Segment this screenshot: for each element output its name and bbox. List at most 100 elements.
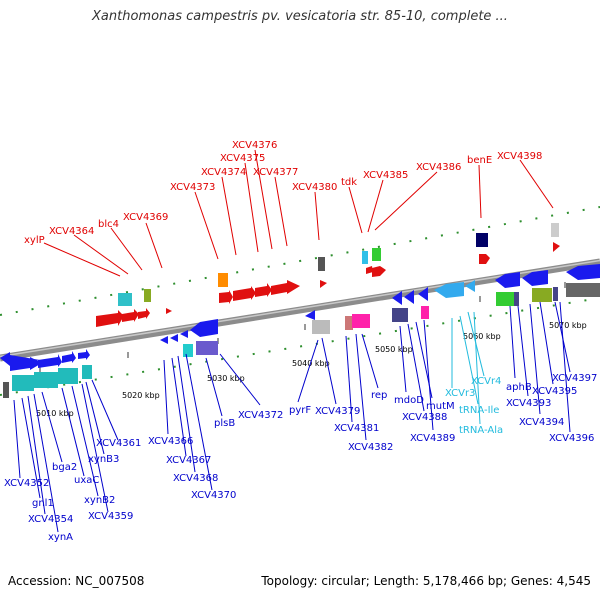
gene-label-blc4[interactable]: blc4 (98, 219, 119, 230)
gene-pyrF[interactable] (312, 320, 330, 334)
gene-label-XCVr3[interactable]: XCVr3 (445, 388, 475, 399)
gene-label-XCV4375[interactable]: XCV4375 (220, 153, 265, 164)
gene-label-tRNA-Ile[interactable]: tRNA-Ile (459, 405, 499, 416)
gene-label-XCV4370[interactable]: XCV4370 (191, 490, 236, 501)
gene-XCV4381[interactable] (345, 316, 353, 330)
gene-XCV4374[interactable] (233, 286, 256, 301)
gene-cyan-band-2[interactable] (34, 372, 58, 388)
gene-XCV4376[interactable] (271, 280, 300, 295)
gene-label-uxaC[interactable]: uxaC (74, 475, 99, 486)
gene-mdoD[interactable] (404, 290, 414, 304)
gene-orange-box[interactable] (218, 273, 228, 287)
gene-label-XCV4352[interactable]: XCV4352 (4, 478, 49, 489)
gene-label-tRNA-Ala[interactable]: tRNA-Ala (459, 425, 503, 436)
gene-XCV4368[interactable] (180, 330, 188, 338)
gene-label-XCV4386[interactable]: XCV4386 (416, 162, 461, 173)
gene-aphB[interactable] (495, 272, 520, 288)
gene-bga2[interactable] (62, 351, 76, 363)
gene-xynA[interactable] (38, 354, 62, 368)
gene-lightgray-box[interactable] (551, 223, 559, 237)
gene-teal-box[interactable] (183, 344, 193, 357)
gene-label-pyrF[interactable]: pyrF (289, 405, 311, 416)
gene-label-XCV4361[interactable]: XCV4361 (96, 438, 141, 449)
gene-mutM[interactable] (392, 308, 408, 322)
gene-label-tdk[interactable]: tdk (341, 177, 357, 188)
gene-label-XCV4382[interactable]: XCV4382 (348, 442, 393, 453)
gene-olive-large[interactable] (532, 288, 552, 302)
gene-label-XCV4397[interactable]: XCV4397 (552, 373, 597, 384)
gene-XCV4396[interactable] (566, 264, 600, 280)
gene-label-bga2[interactable]: bga2 (52, 462, 77, 473)
gene-label-aphB[interactable]: aphB (506, 382, 532, 393)
gene-cyan-band-3[interactable] (58, 368, 78, 384)
gene-label-XCV4389[interactable]: XCV4389 (410, 433, 455, 444)
gene-XCVr3[interactable] (434, 282, 464, 298)
gene-XCV4388[interactable] (418, 287, 428, 301)
gene-XCVr4[interactable] (465, 280, 475, 292)
gene-label-XCV4385[interactable]: XCV4385 (363, 170, 408, 181)
gene-dark-large[interactable] (566, 283, 600, 297)
gene-XCV4364[interactable] (122, 309, 139, 322)
gene-tdk[interactable] (366, 266, 373, 274)
gene-rep[interactable] (392, 291, 402, 305)
gene-label-XCV4354[interactable]: XCV4354 (28, 514, 73, 525)
gene-label-XCV4367[interactable]: XCV4367 (166, 455, 211, 466)
gene-XCV4395[interactable] (522, 270, 548, 286)
gene-label-XCV4374[interactable]: XCV4374 (201, 167, 246, 178)
gene-label-XCVr4[interactable]: XCVr4 (471, 376, 501, 387)
gene-label-xynB3[interactable]: xynB3 (88, 454, 119, 465)
gene-XCV4393[interactable] (496, 292, 514, 306)
gene-label-XCV4393[interactable]: XCV4393 (506, 398, 551, 409)
gene-label-XCV4377[interactable]: XCV4377 (253, 167, 298, 178)
gene-plsB[interactable] (196, 341, 218, 355)
gene-cyan-band-1[interactable] (12, 375, 34, 391)
gene-label-rep[interactable]: rep (371, 390, 387, 401)
gene-label-XCV4369[interactable]: XCV4369 (123, 212, 168, 223)
gene-XCV4382[interactable] (352, 314, 370, 328)
gene-gnl1[interactable] (10, 357, 42, 371)
gene-green-small[interactable] (372, 248, 381, 261)
gene-cyan-small[interactable] (362, 251, 368, 264)
gene-label-xynA[interactable]: xynA (48, 532, 73, 543)
gene-XCV4352[interactable] (0, 352, 40, 366)
gene-XCV4370[interactable] (190, 319, 218, 337)
gene-XCV4389[interactable] (421, 306, 429, 319)
gene-XCV4369[interactable] (166, 308, 172, 314)
gene-label-XCV4379[interactable]: XCV4379 (315, 406, 360, 417)
gene-gray-box[interactable] (318, 257, 325, 271)
gene-blc4[interactable] (138, 308, 150, 319)
gene-dark-box[interactable] (3, 382, 9, 398)
gene-label-mutM[interactable]: mutM (426, 401, 455, 412)
gene-XCV4379[interactable] (305, 310, 315, 320)
gene-label-benE[interactable]: benE (467, 155, 492, 166)
gene-XCV4375[interactable] (255, 283, 272, 297)
gene-xylP[interactable] (96, 310, 124, 327)
gene-label-XCV4398[interactable]: XCV4398 (497, 151, 542, 162)
gene-cyan-box[interactable] (118, 293, 132, 306)
gene-label-xylP[interactable]: xylP (24, 235, 45, 246)
gene-label-XCV4376[interactable]: XCV4376 (232, 140, 277, 151)
gene-XCV4394[interactable] (514, 292, 519, 306)
gene-label-XCV4366[interactable]: XCV4366 (148, 436, 193, 447)
gene-label-XCV4395[interactable]: XCV4395 (532, 386, 577, 397)
gene-XCV4380[interactable] (320, 280, 327, 288)
gene-label-XCV4380[interactable]: XCV4380 (292, 182, 337, 193)
gene-benE[interactable] (479, 254, 490, 264)
gene-uxaC[interactable] (78, 349, 90, 360)
gene-label-XCV4381[interactable]: XCV4381 (334, 423, 379, 434)
gene-label-XCV4388[interactable]: XCV4388 (402, 412, 447, 423)
gene-label-mdoD[interactable]: mdoD (394, 395, 424, 406)
gene-label-plsB[interactable]: plsB (214, 418, 235, 429)
gene-navy-box[interactable] (476, 233, 488, 247)
gene-label-XCV4394[interactable]: XCV4394 (519, 417, 564, 428)
gene-cyan-band-4[interactable] (82, 365, 92, 379)
gene-label-XCV4373[interactable]: XCV4373 (170, 182, 215, 193)
gene-label-XCV4372[interactable]: XCV4372 (238, 410, 283, 421)
gene-XCV4385[interactable] (372, 266, 386, 277)
gene-XCV4373[interactable] (219, 290, 233, 304)
gene-XCV4367[interactable] (170, 334, 178, 342)
gene-label-gnl1[interactable]: gnl1 (32, 498, 54, 509)
gene-label-XCV4396[interactable]: XCV4396 (549, 433, 594, 444)
gene-label-XCV4368[interactable]: XCV4368 (173, 473, 218, 484)
gene-label-XCV4364[interactable]: XCV4364 (49, 226, 94, 237)
